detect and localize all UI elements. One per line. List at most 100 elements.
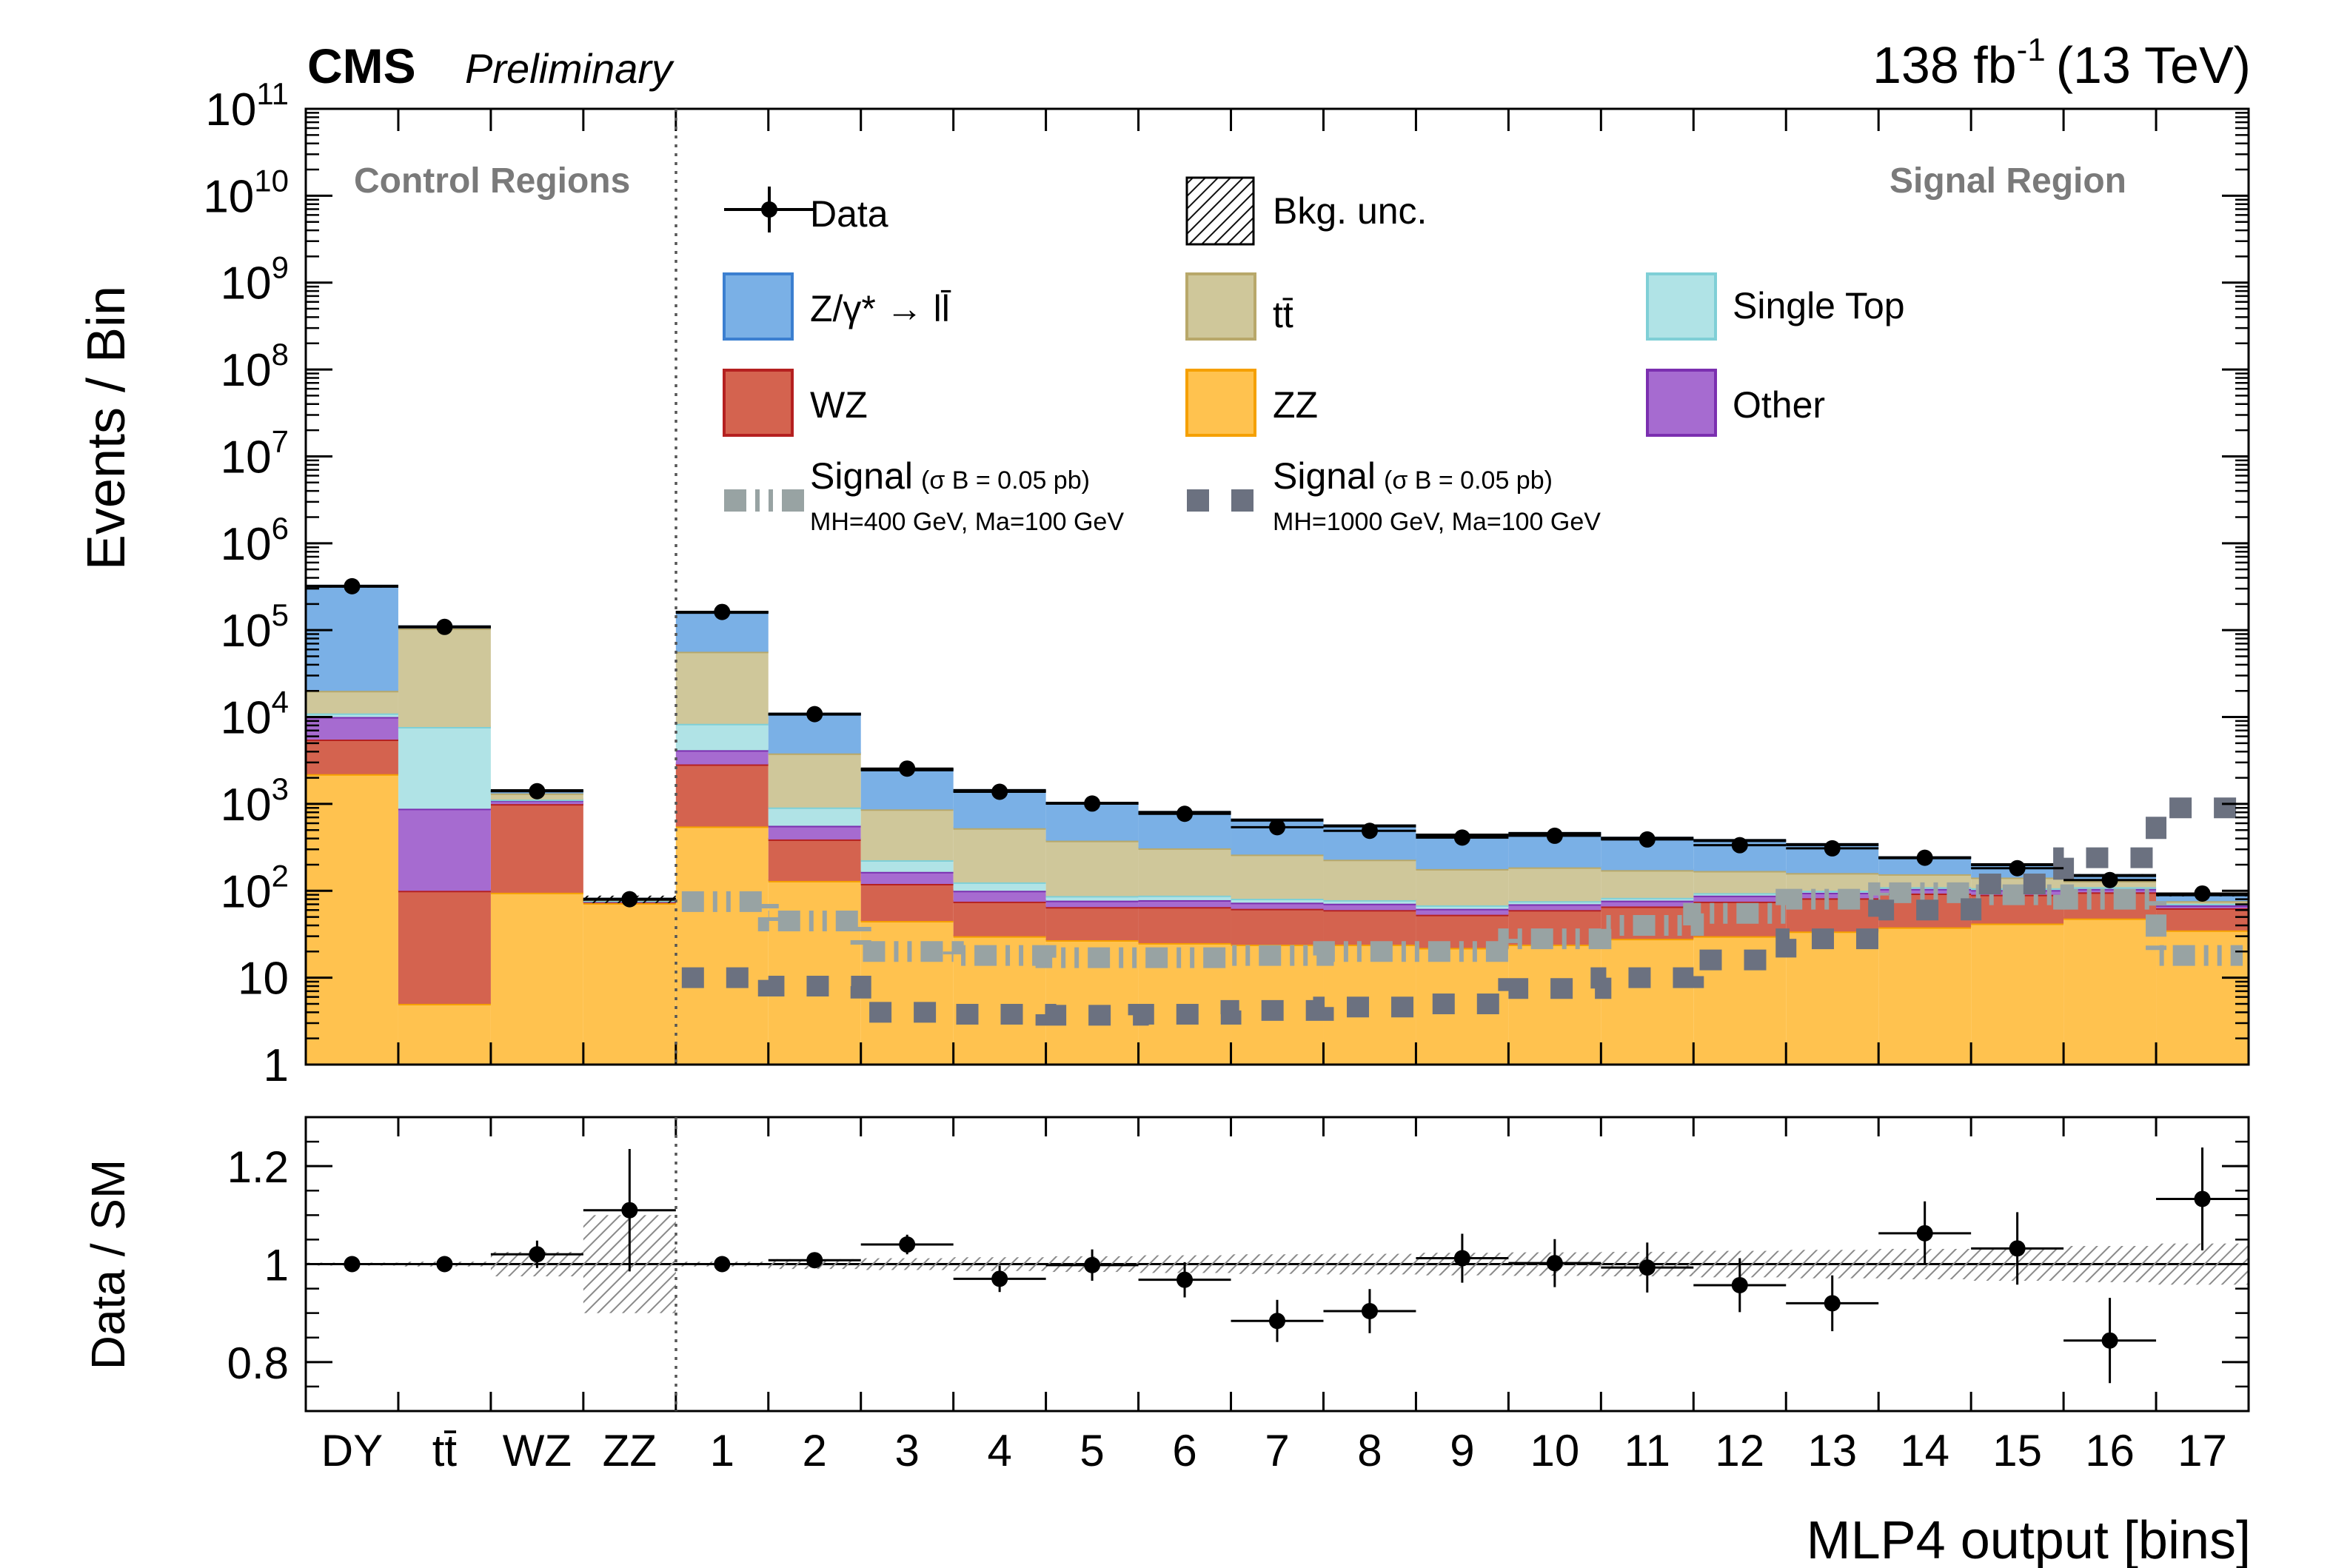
bar-st [1231, 899, 1324, 903]
ratio-point [1361, 1303, 1378, 1320]
bar-tt [1138, 848, 1231, 896]
data-point [1824, 840, 1841, 857]
x-tick-label: 6 [1172, 1426, 1196, 1475]
bar-other [306, 717, 398, 740]
bar-wz [1045, 907, 1139, 941]
x-tick-labels: DY tt̄ WZ ZZ 1 2 3 4 5 6 7 8 9 10 11 12 13 14 15 16 17 [321, 1426, 2227, 1475]
x-tick-label: 1 [710, 1426, 734, 1475]
x-tick-label: 14 [1900, 1426, 1949, 1475]
lumi-label: 138 fb-1 (13 TeV) [1872, 32, 2251, 94]
legend-st-label: Single Top [1733, 285, 1905, 326]
bar-tt [398, 628, 491, 727]
bar-tt [1416, 868, 1509, 905]
legend-unc: Bkg. unc. [1185, 176, 1427, 246]
ratio-point [2101, 1332, 2118, 1349]
legend-sig1-xsec: (σ B = 0.05 pb) [921, 466, 1090, 495]
legend-wz: WZ [723, 369, 868, 437]
x-tick-label: 16 [2085, 1426, 2135, 1475]
data-point [1731, 837, 1748, 854]
legend-data-label: Data [810, 193, 888, 235]
bar-st [675, 723, 769, 751]
ratio-frame [304, 1116, 2250, 1413]
bar-other [398, 808, 491, 891]
bar-st [1323, 899, 1416, 904]
bar-tt [1601, 870, 1694, 898]
bar-tt [675, 651, 769, 724]
legend: Data Bkg. unc. Z/γ* → ll̄ tt̄ Single Top… [723, 176, 1905, 536]
data-point [899, 760, 916, 777]
bar-wz [2156, 908, 2249, 931]
ratio-y-axis-label: Data / SM [81, 1159, 135, 1370]
bar-wz [1231, 908, 1324, 945]
ratio-point [621, 1202, 638, 1219]
ratio-point [1639, 1259, 1656, 1276]
bar-zz [2063, 918, 2157, 1065]
bar-zz [398, 1003, 491, 1065]
bar-wz [2063, 892, 2157, 919]
x-tick-label: 9 [1450, 1426, 1474, 1475]
x-tick-label: 12 [1715, 1426, 1764, 1475]
y-tick-label: 105 [221, 597, 289, 657]
bar-other [675, 750, 769, 765]
ratio-point [714, 1256, 731, 1273]
y-tick-label: 107 [221, 423, 289, 483]
data-point [806, 706, 823, 723]
data-point [2101, 871, 2118, 888]
legend-st: Single Top [1646, 272, 1905, 341]
bar-st [768, 807, 861, 826]
x-tick-label: DY [321, 1426, 383, 1475]
bar-wz [953, 901, 1046, 937]
bar-tt [1786, 873, 1879, 891]
x-axis-label: MLP4 output [bins] [1807, 1511, 2251, 1568]
legend-dy-label: Z/γ* → ll̄ [810, 288, 951, 329]
legend-sig1-mass: MH=400 GeV, Ma=100 GeV [810, 508, 1124, 536]
signal-region-label: Signal Region [1890, 161, 2126, 201]
ratio-point [899, 1236, 916, 1253]
data-point [529, 783, 546, 800]
bar-wz [398, 891, 491, 1004]
experiment-label: CMS [307, 38, 416, 93]
header: CMS Preliminary 138 fb-1 (13 TeV) [307, 32, 2251, 94]
data-point [1546, 827, 1563, 844]
bar-other [1601, 900, 1694, 907]
bar-other [1416, 908, 1509, 915]
main-y-ticks: 1 10 102 103 104 105 106 107 108 109 1010 1011 [203, 76, 2250, 1091]
bar-st [1045, 896, 1139, 901]
bar-tt [306, 691, 398, 714]
ratio-point [2009, 1240, 2026, 1257]
ratio-uncertainty-band [306, 1215, 2249, 1313]
bar-zz [953, 936, 1046, 1065]
bar-other [1138, 899, 1231, 908]
signal-sig1 [681, 882, 2243, 968]
bar-zz [1971, 923, 2064, 1065]
control-region-label: Control Regions [354, 161, 630, 201]
x-tick-label: WZ [503, 1426, 572, 1475]
x-tick-label: 13 [1807, 1426, 1857, 1475]
y-tick-label: 1010 [203, 163, 289, 222]
legend-tt-label: tt̄ [1273, 294, 1293, 335]
legend-sig2-word: Signal [1273, 455, 1376, 497]
ratio-point [1546, 1255, 1563, 1272]
bar-other [1786, 892, 1879, 899]
bar-tt [1045, 840, 1139, 897]
bar-tt [1231, 854, 1324, 899]
y-axis-label: Events / Bin [77, 286, 136, 570]
legend-signal-400: Signal (σ B = 0.05 pb) MH=400 GeV, Ma=10… [724, 455, 1124, 536]
y-tick-label: 1011 [205, 76, 289, 135]
bar-st [1416, 905, 1509, 909]
bar-zz [1601, 939, 1694, 1065]
bar-st [860, 860, 954, 872]
legend-other: Other [1646, 369, 1825, 437]
legend-sig1-word: Signal [810, 455, 913, 497]
bar-zz [1786, 931, 1879, 1065]
ratio-points [306, 1147, 2249, 1384]
bar-wz [768, 839, 861, 881]
bar-other [490, 800, 583, 805]
bar-tt [1323, 860, 1416, 900]
bar-zz [1508, 945, 1601, 1065]
ratio-point [1269, 1313, 1285, 1330]
ratio-tick-label: 0.8 [227, 1339, 289, 1388]
bar-other [1045, 900, 1139, 908]
x-tick-label: 11 [1624, 1426, 1670, 1475]
